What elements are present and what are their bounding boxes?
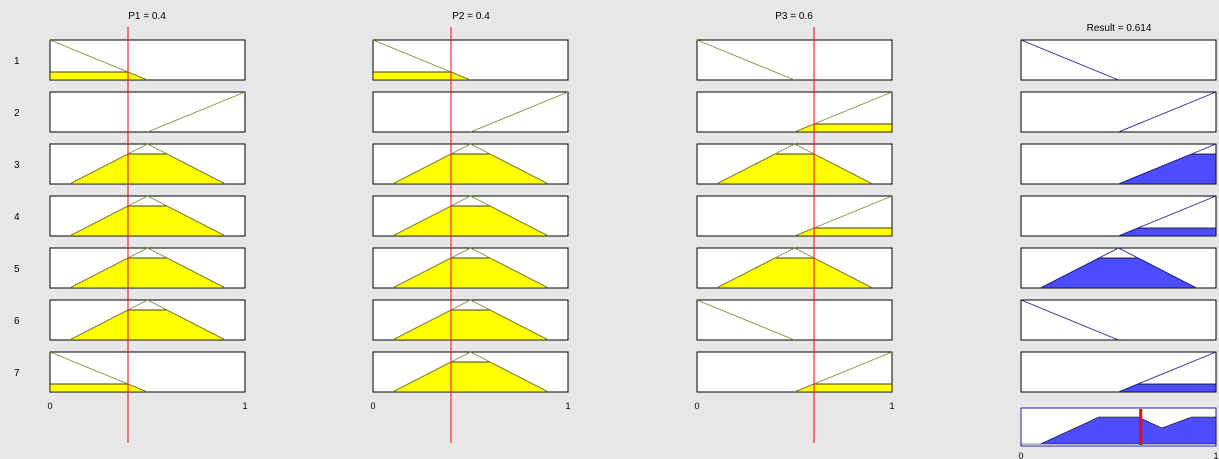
rule-7-p2-panel — [372, 351, 569, 393]
membership-function-line — [1118, 91, 1217, 133]
membership-function-line — [1020, 299, 1119, 341]
membership-function-line — [794, 351, 893, 393]
membership-function-line — [794, 195, 893, 237]
p3-axis-max-label: 1 — [889, 401, 894, 411]
rule-5-p1-panel — [49, 247, 246, 289]
rule-number: 5 — [14, 264, 20, 275]
rule-5-result-panel — [1020, 247, 1217, 289]
panel-frame — [696, 39, 893, 81]
panel-frame — [1020, 351, 1217, 393]
panel-frame — [696, 299, 893, 341]
membership-function-line — [147, 91, 246, 133]
membership-function-line — [49, 351, 148, 393]
membership-function-line — [1118, 143, 1217, 185]
aggregated-output-area — [1021, 416, 1217, 445]
rule-4-p1-panel — [49, 195, 246, 237]
rule-3-p3-panel — [696, 143, 893, 185]
rule-2-result-panel — [1020, 91, 1217, 133]
rule-number: 6 — [14, 316, 20, 327]
rule-7-p1-panel — [49, 351, 246, 393]
membership-function-line — [392, 143, 549, 185]
rule-number: 3 — [14, 160, 20, 171]
p1-axis-max-label: 1 — [242, 401, 247, 411]
panel-frame — [1020, 39, 1217, 81]
p3-axis-min-label: 0 — [694, 401, 699, 411]
rule-5-p2-panel — [372, 247, 569, 289]
rule-number: 1 — [14, 56, 20, 67]
result-axis-min-label: 0 — [1018, 451, 1023, 459]
rule-1-p3-panel — [696, 39, 893, 81]
rule-2-p1-panel — [49, 91, 246, 133]
membership-function-line — [794, 91, 893, 133]
membership-function-line — [696, 39, 795, 81]
rule-4-p3-panel — [696, 195, 893, 237]
rule-6-result-panel — [1020, 299, 1217, 341]
panel-frame — [372, 39, 569, 81]
membership-function-line — [69, 299, 226, 341]
membership-function-line — [392, 195, 549, 237]
membership-function-line — [69, 195, 226, 237]
rule-4-p2-panel — [372, 195, 569, 237]
rule-6-p3-panel — [696, 299, 893, 341]
rule-6-p2-panel — [372, 299, 569, 341]
rule-4-result-panel — [1020, 195, 1217, 237]
membership-function-line — [696, 299, 795, 341]
membership-function-line — [1020, 39, 1119, 81]
rule-number: 2 — [14, 108, 20, 119]
p2-axis-min-label: 0 — [370, 401, 375, 411]
panel-frame — [1020, 299, 1217, 341]
membership-function-line — [392, 247, 549, 289]
membership-function-line — [1118, 351, 1217, 393]
membership-function-line — [372, 39, 471, 81]
membership-function-line — [69, 143, 226, 185]
panel-frame — [49, 91, 246, 133]
panel-frame — [372, 91, 569, 133]
p3-title: P3 = 0.6 — [775, 11, 813, 22]
result-title: Result = 0.614 — [1087, 23, 1152, 34]
p2-axis-max-label: 1 — [565, 401, 570, 411]
membership-function-line — [716, 143, 873, 185]
rule-3-p2-panel — [372, 143, 569, 185]
panel-frame — [1020, 91, 1217, 133]
rule-3-p1-panel — [49, 143, 246, 185]
rule-7-p3-panel — [696, 351, 893, 393]
membership-function-line — [1040, 247, 1197, 289]
rule-2-p3-panel — [696, 91, 893, 133]
p1-axis-min-label: 0 — [47, 401, 52, 411]
membership-function-line — [69, 247, 226, 289]
rule-3-result-panel — [1020, 143, 1217, 185]
membership-function-line — [470, 91, 569, 133]
membership-function-line — [49, 39, 148, 81]
rule-number: 4 — [14, 212, 20, 223]
rule-6-p1-panel — [49, 299, 246, 341]
rule-7-result-panel — [1020, 351, 1217, 393]
membership-function-line — [716, 247, 873, 289]
membership-function-line — [392, 351, 549, 393]
rule-1-p2-panel — [372, 39, 569, 81]
rule-5-p3-panel — [696, 247, 893, 289]
p2-title: P2 = 0.4 — [452, 11, 490, 22]
panel-frame — [696, 91, 893, 133]
rule-1-result-panel — [1020, 39, 1217, 81]
p1-title: P1 = 0.4 — [128, 11, 166, 22]
rule-2-p2-panel — [372, 91, 569, 133]
rule-1-p1-panel — [49, 39, 246, 81]
membership-function-line — [1118, 195, 1217, 237]
rule-number: 7 — [14, 368, 20, 379]
membership-function-line — [392, 299, 549, 341]
result-axis-max-label: 1 — [1213, 451, 1218, 459]
